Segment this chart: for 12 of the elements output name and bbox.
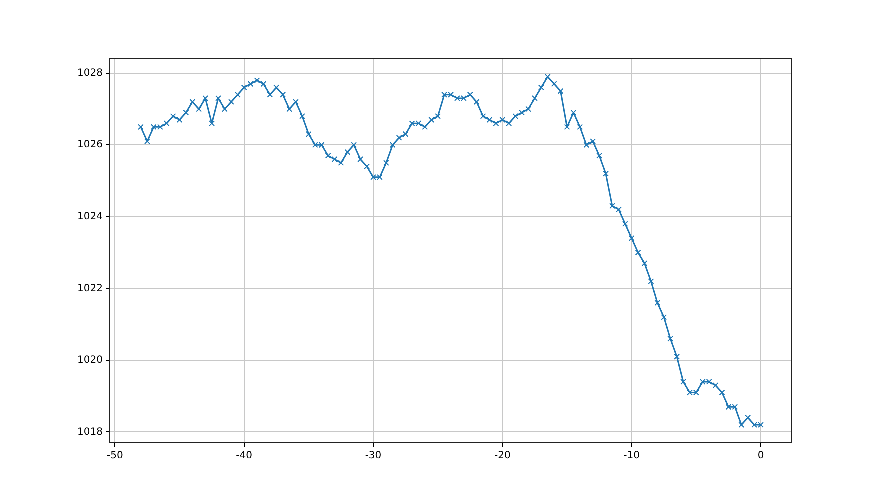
- y-tick-label: 1022: [78, 283, 103, 294]
- x-tick-label: -40: [236, 450, 253, 462]
- y-tick-label: 1018: [78, 426, 103, 438]
- x-tick-label: 0: [758, 450, 764, 462]
- y-tick-label: 1026: [78, 140, 103, 151]
- x-tick-label: -20: [494, 450, 511, 462]
- y-tick-label: 1020: [78, 355, 103, 366]
- y-tick-label: 1028: [78, 68, 103, 79]
- x-tick-label: -10: [624, 450, 640, 462]
- y-tick-label: 1024: [78, 212, 103, 222]
- x-tick-label: -50: [106, 450, 124, 462]
- x-tick-label: -30: [365, 450, 382, 462]
